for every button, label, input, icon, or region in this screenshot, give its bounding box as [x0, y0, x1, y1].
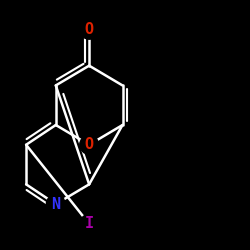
Text: O: O [84, 137, 94, 152]
Text: O: O [84, 22, 94, 37]
Text: N: N [51, 196, 60, 212]
Text: I: I [84, 216, 94, 232]
Circle shape [46, 195, 65, 214]
Circle shape [80, 214, 98, 233]
Circle shape [80, 20, 98, 39]
Circle shape [80, 136, 98, 154]
